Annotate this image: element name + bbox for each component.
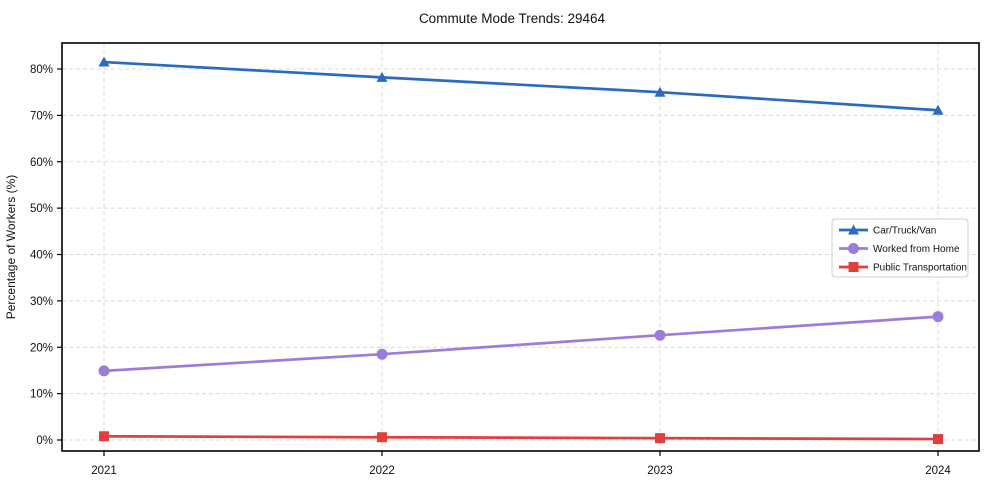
legend-label: Worked from Home <box>873 244 960 255</box>
series-marker-public-transportation <box>99 431 109 442</box>
series-car-truck-van <box>98 56 944 115</box>
y-tick-label: 30% <box>30 296 53 308</box>
series-line-car-truck-van <box>102 60 940 112</box>
series-marker-car-truck-van <box>98 56 110 67</box>
y-tick-label: 60% <box>30 157 53 169</box>
legend-item-worked-from-home: Worked from Home <box>839 243 960 255</box>
series-marker-car-truck-van <box>932 104 944 115</box>
legend: Car/Truck/Van Worked from Home Public Tran… <box>831 218 969 278</box>
series-marker-worked-from-home <box>654 329 666 341</box>
x-tick-label: 2023 <box>647 465 673 477</box>
y-tick-label: 40% <box>30 250 53 262</box>
legend-item-car-truck-van: Car/Truck/Van <box>839 224 936 237</box>
x-tick-label: 2021 <box>91 465 117 477</box>
y-axis-label: Percentage of Workers (%) <box>4 175 18 320</box>
y-tick-label: 50% <box>30 203 53 215</box>
chart-plot-area: 2021 2022 2023 2024 0% 10% 20% 30% 40% 50% 60% 70% 8… <box>30 42 980 477</box>
plot-frame <box>61 42 980 452</box>
legend-box <box>831 218 969 278</box>
series-line-worked-from-home <box>102 315 940 373</box>
x-tick-label: 2022 <box>369 465 395 477</box>
series-marker-worked-from-home <box>932 311 944 323</box>
series-public-transportation <box>99 431 943 445</box>
series-marker-car-truck-van <box>376 71 388 82</box>
legend-item-public-transportation: Public Transportation <box>839 262 967 274</box>
series-marker-public-transportation <box>377 432 387 443</box>
y-tick-label: 20% <box>30 342 53 354</box>
legend-label: Car/Truck/Van <box>873 226 936 237</box>
axis-ticks: 2021 2022 2023 2024 0% 10% 20% 30% 40% 50% 60% 70% 8… <box>30 64 951 477</box>
y-tick-label: 10% <box>30 389 53 401</box>
legend-marker-triangle-icon <box>848 224 859 235</box>
y-tick-label: 70% <box>30 110 53 122</box>
y-tick-label: 0% <box>36 435 53 447</box>
y-tick-label: 80% <box>30 64 53 76</box>
series-marker-worked-from-home <box>376 348 388 360</box>
series-marker-public-transportation <box>655 433 665 444</box>
legend-label: Public Transportation <box>873 263 967 274</box>
chart-title: Commute Mode Trends: 29464 <box>419 11 606 26</box>
legend-marker-square-icon <box>848 262 859 272</box>
grid-lines <box>62 43 979 451</box>
series-worked-from-home <box>98 311 944 377</box>
series-line-public-transportation <box>102 434 940 441</box>
legend-marker-circle-icon <box>848 243 859 254</box>
series-marker-car-truck-van <box>654 86 666 97</box>
series-marker-public-transportation <box>933 434 943 445</box>
series-marker-worked-from-home <box>98 365 110 377</box>
x-tick-label: 2024 <box>925 465 951 477</box>
